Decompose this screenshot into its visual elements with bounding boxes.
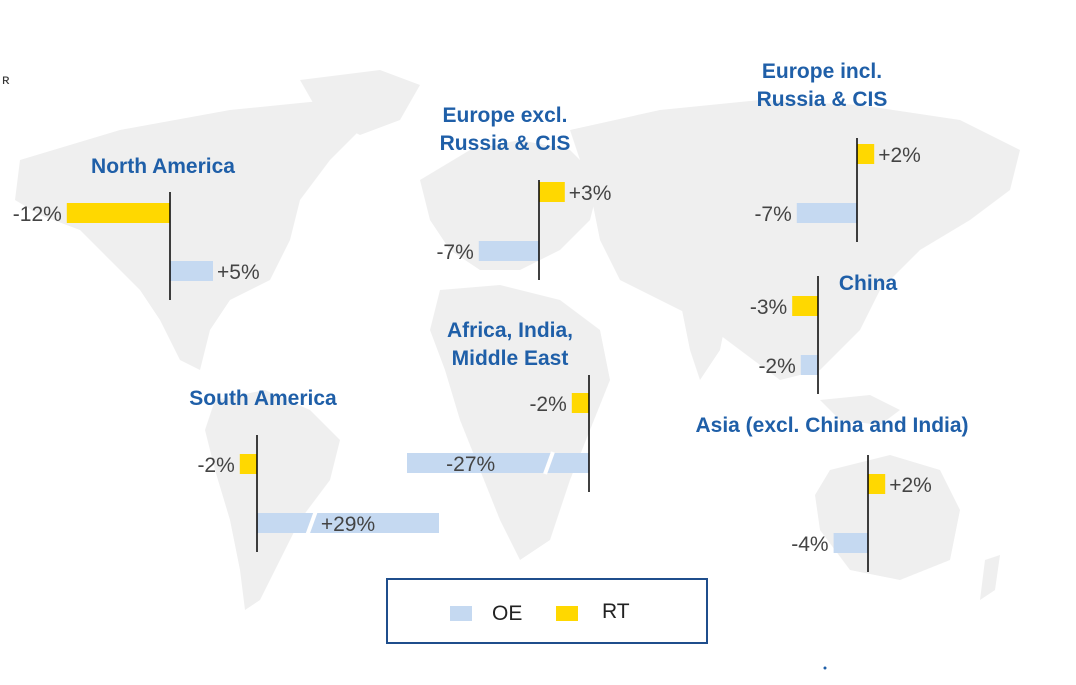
region-title: China [839,272,898,295]
bar-oe [478,241,539,261]
region-europe-excl: Europe excl. Russia & CIS [440,104,571,155]
data-label-oe: -2% [758,355,795,378]
region-south-america: South America [189,387,337,410]
svg-text:ʀ: ʀ [2,71,10,87]
region-title: Russia & CIS [440,132,571,155]
bar-rt [857,144,875,164]
legend-swatch-oe [450,606,472,621]
bar-oe [170,261,213,281]
data-label-rt: -3% [750,296,787,319]
region-title: Europe incl. [762,60,882,83]
region-europe-incl: Europe incl. Russia & CIS [757,60,888,111]
data-label-oe: +29% [321,513,375,536]
region-title: Middle East [452,347,569,370]
data-label-oe: -27% [446,453,495,476]
bar-rt [66,203,170,223]
bar-oe [407,453,589,473]
legend-label-rt: RT [602,600,630,623]
bar-oe [833,533,868,553]
region-title: North America [91,155,235,178]
data-label-rt: +2% [878,144,921,167]
region-china: China [839,272,898,295]
bar-oe [800,355,818,375]
legend: OE RT [386,578,708,644]
bar-rt [571,393,589,413]
region-title: South America [189,387,337,410]
data-label-oe: -4% [791,533,828,556]
legend-swatch-rt [556,606,578,621]
bar-oe [796,203,857,223]
axis-break-marker [543,451,555,475]
legend-label-oe: OE [492,602,523,625]
data-label-oe: -7% [436,241,473,264]
bar-rt [792,296,818,316]
region-title: Russia & CIS [757,88,888,111]
bar-rt [539,182,565,202]
data-label-oe: +5% [217,261,260,284]
bar-rt [239,454,257,474]
data-label-rt: -2% [529,393,566,416]
data-label-rt: +3% [569,182,612,205]
bar-rt [868,474,886,494]
axis-break-marker [305,511,318,535]
region-title: Africa, India, [447,319,573,342]
data-label-rt: +2% [889,474,932,497]
bars-layer: +5% -12% -7% +3% -7% +2% -2% -3% +29% -2% -27% -2% -… [13,138,932,572]
region-africa-india-me: Africa, India, Middle East [447,319,573,370]
data-label-oe: -7% [754,203,791,226]
region-asia-excl: Asia (excl. China and India) [695,414,968,437]
region-title: Europe excl. [443,104,568,127]
region-north-america: North America [91,155,235,178]
data-label-rt: -2% [197,454,234,477]
data-label-rt: -12% [13,203,62,226]
bar-oe [257,513,439,533]
region-title: Asia (excl. China and India) [695,414,968,437]
